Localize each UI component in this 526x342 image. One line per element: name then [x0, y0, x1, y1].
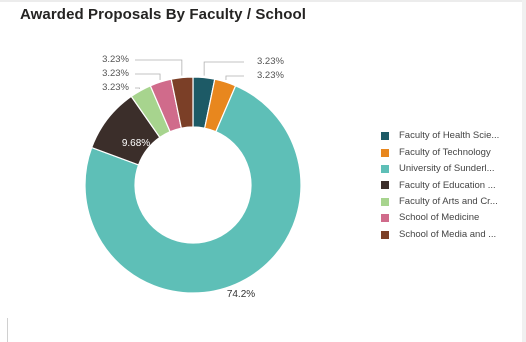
- chart-legend: Faculty of Health Scie... Faculty of Tech…: [381, 128, 499, 243]
- leader-line: [135, 87, 140, 89]
- legend-label: School of Media and ...: [399, 228, 497, 240]
- data-label: 3.23%: [102, 68, 129, 79]
- legend-item[interactable]: University of Sunderl...: [381, 161, 499, 177]
- legend-label: Faculty of Education ...: [399, 179, 496, 191]
- data-label: 3.23%: [102, 54, 129, 65]
- legend-swatch: [381, 214, 389, 223]
- data-label: 3.23%: [102, 82, 129, 93]
- leader-line: [135, 73, 161, 81]
- legend-label: University of Sunderl...: [399, 163, 495, 175]
- slice-school-of-media-and[interactable]: [170, 76, 194, 129]
- panel-right-border: [522, 0, 526, 342]
- leader-line: [225, 75, 244, 81]
- panel-left-border: [7, 318, 8, 342]
- legend-swatch: [381, 148, 389, 157]
- legend-swatch: [381, 132, 389, 141]
- slice-university-of-sunderl[interactable]: [84, 84, 302, 294]
- legend-item[interactable]: Faculty of Technology: [381, 144, 499, 160]
- data-label: 3.23%: [257, 56, 284, 67]
- leader-line: [135, 59, 183, 76]
- legend-item[interactable]: Faculty of Arts and Cr...: [381, 194, 499, 210]
- data-label: 3.23%: [257, 70, 284, 81]
- legend-item[interactable]: Faculty of Health Scie...: [381, 128, 499, 144]
- legend-label: Faculty of Arts and Cr...: [399, 196, 498, 207]
- panel-top-border: [0, 0, 526, 2]
- chart-title: Awarded Proposals By Faculty / School: [20, 6, 306, 23]
- legend-label: Faculty of Technology: [399, 146, 491, 158]
- legend-label: Faculty of Health Scie...: [399, 130, 500, 142]
- legend-item[interactable]: Faculty of Education ...: [381, 177, 499, 193]
- legend-item[interactable]: School of Media and ...: [381, 226, 499, 242]
- data-label: 74.2%: [227, 289, 255, 300]
- legend-swatch: [381, 230, 389, 239]
- legend-swatch: [381, 164, 389, 173]
- data-label: 9.68%: [122, 138, 150, 149]
- legend-swatch: [381, 197, 389, 206]
- leader-line: [203, 61, 244, 76]
- legend-label: School of Medicine: [399, 212, 480, 224]
- legend-swatch: [381, 181, 389, 190]
- legend-item[interactable]: School of Medicine: [381, 210, 499, 226]
